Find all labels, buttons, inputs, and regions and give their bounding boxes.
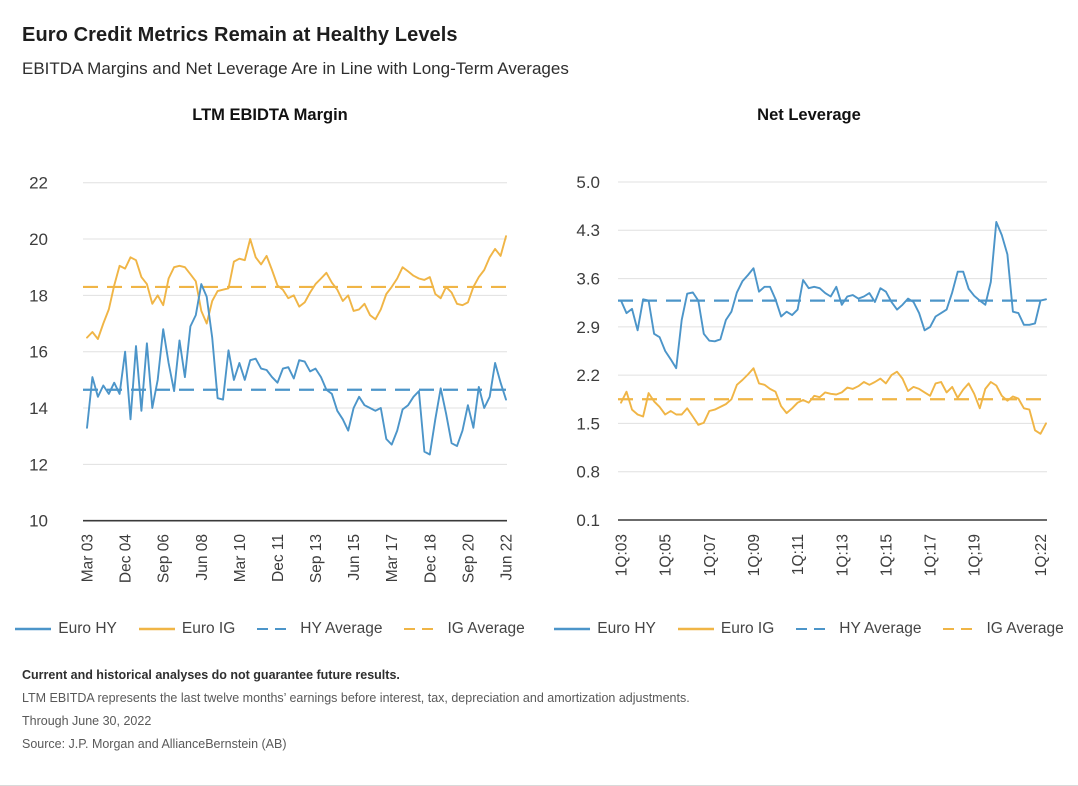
y-tick-label: 10	[29, 512, 48, 531]
y-tick-label: 4.3	[576, 221, 600, 240]
legend-label: Euro IG	[720, 620, 775, 637]
dashed-line-swatch-icon	[943, 628, 980, 630]
x-tick-label: Sep 06	[156, 534, 173, 583]
legend-label: Euro HY	[597, 620, 656, 637]
dashed-line-swatch-icon	[257, 628, 294, 630]
page-title: Euro Credit Metrics Remain at Healthy Le…	[22, 24, 458, 46]
legend-item-ig-average: IG Average	[404, 620, 525, 638]
y-tick-label: 2.2	[576, 366, 600, 385]
x-tick-label: 1Q:07	[702, 534, 719, 576]
y-tick-label: 18	[29, 286, 48, 305]
y-tick-label: 5.0	[576, 173, 600, 192]
x-tick-label: Dec 04	[118, 534, 135, 583]
chart-title-ltm-ebitda-margin: LTM EBIDTA Margin	[192, 106, 348, 124]
x-tick-label: Jun 22	[499, 534, 516, 581]
y-tick-label: 22	[29, 174, 48, 193]
y-tick-label: 1.5	[576, 414, 600, 433]
legend-item-euro-hy: Euro HY	[15, 620, 117, 638]
chart-title-net-leverage: Net Leverage	[757, 106, 861, 124]
ltm-ebitda-margin-chart: 22 20 18 16 14 12 10 Mar 03 Dec 04 Sep 06 Jun 08 Ma…	[29, 174, 516, 584]
x-tick-label: 1Q:09	[746, 534, 763, 576]
legend-item-euro-hy: Euro HY	[554, 620, 656, 638]
x-tick-label: Sep 13	[308, 534, 325, 583]
legend-label: HY Average	[300, 620, 383, 637]
y-tick-label: 2.9	[576, 318, 600, 337]
legend-item-euro-ig: Euro IG	[138, 620, 236, 638]
x-tick-label: 1Q:05	[658, 534, 675, 576]
x-tick-label: 1Q;19	[967, 534, 984, 576]
x-tick-label: Mar 10	[232, 534, 249, 583]
page-subtitle: EBITDA Margins and Net Leverage Are in L…	[22, 59, 569, 78]
footnote-disclaimer: Current and historical analyses do not g…	[22, 668, 400, 682]
legend-item-hy-average: HY Average	[257, 620, 382, 638]
y-tick-label: 20	[29, 230, 48, 249]
x-tick-label: 1Q:17	[923, 534, 940, 576]
ltm-ebitda-margin-chart-block: LTM EBIDTA Margin 22 20 18 16 14 12 10 Mar 03 De…	[0, 100, 540, 650]
x-tick-label: Jun 15	[346, 534, 363, 581]
euro-hy-line	[620, 221, 1047, 370]
legend-ltm-ebitda-margin: Euro HY Euro IG HY Average IG Average	[0, 620, 540, 638]
legend-label: HY Average	[839, 620, 922, 637]
legend-label: IG Average	[986, 620, 1064, 637]
x-tick-label: Mar 17	[384, 534, 401, 582]
footnote-ltm-definition: LTM EBITDA represents the last twelve mo…	[22, 691, 690, 705]
legend-net-leverage: Euro HY Euro IG HY Average IG Average	[540, 620, 1078, 638]
solid-line-swatch-icon	[677, 627, 714, 631]
x-tick-label: Jun 08	[194, 534, 211, 581]
x-tick-label: Sep 20	[460, 534, 477, 584]
x-tick-label: 1Q:15	[878, 534, 895, 576]
y-tick-label: 0.8	[576, 463, 600, 482]
euro-hy-line	[86, 283, 507, 456]
solid-line-swatch-icon	[15, 627, 52, 631]
x-tick-label: Dec 18	[422, 534, 439, 583]
net-leverage-chart-block: Net Leverage 5.0 4.3 3.6 2.9 2.2 1.5 0.8 0.1 1Q:…	[540, 100, 1078, 650]
solid-line-swatch-icon	[138, 627, 175, 631]
x-tick-label: Mar 03	[80, 534, 97, 582]
legend-label: Euro IG	[181, 620, 236, 637]
x-tick-label: 1Q:13	[834, 534, 851, 576]
dashed-line-swatch-icon	[404, 628, 441, 630]
solid-line-swatch-icon	[554, 627, 591, 631]
y-tick-label: 12	[29, 455, 48, 474]
legend-item-euro-ig: Euro IG	[677, 620, 775, 638]
y-tick-label: 14	[29, 399, 48, 418]
footnote-as-of-date: Through June 30, 2022	[22, 714, 152, 728]
y-tick-label: 16	[29, 343, 48, 362]
y-tick-label: 3.6	[576, 270, 600, 289]
euro-ig-line	[86, 235, 507, 340]
footnote-source: Source: J.P. Morgan and AllianceBernstei…	[22, 737, 287, 751]
legend-label: Euro HY	[58, 620, 117, 637]
x-tick-label: 1Q:03	[614, 534, 631, 576]
net-leverage-chart: 5.0 4.3 3.6 2.9 2.2 1.5 0.8 0.1 1Q:03 1Q:05 1Q:07 1…	[576, 173, 1050, 576]
legend-item-hy-average: HY Average	[796, 620, 921, 638]
x-tick-label: 1Q:22	[1033, 534, 1050, 576]
euro-ig-line	[620, 367, 1047, 435]
legend-label: IG Average	[447, 620, 525, 637]
x-tick-label: 1Q:11	[790, 534, 807, 575]
x-tick-label: Dec 11	[270, 534, 287, 582]
dashed-line-swatch-icon	[796, 628, 833, 630]
y-tick-label: 0.1	[576, 511, 600, 530]
legend-item-ig-average: IG Average	[943, 620, 1064, 638]
